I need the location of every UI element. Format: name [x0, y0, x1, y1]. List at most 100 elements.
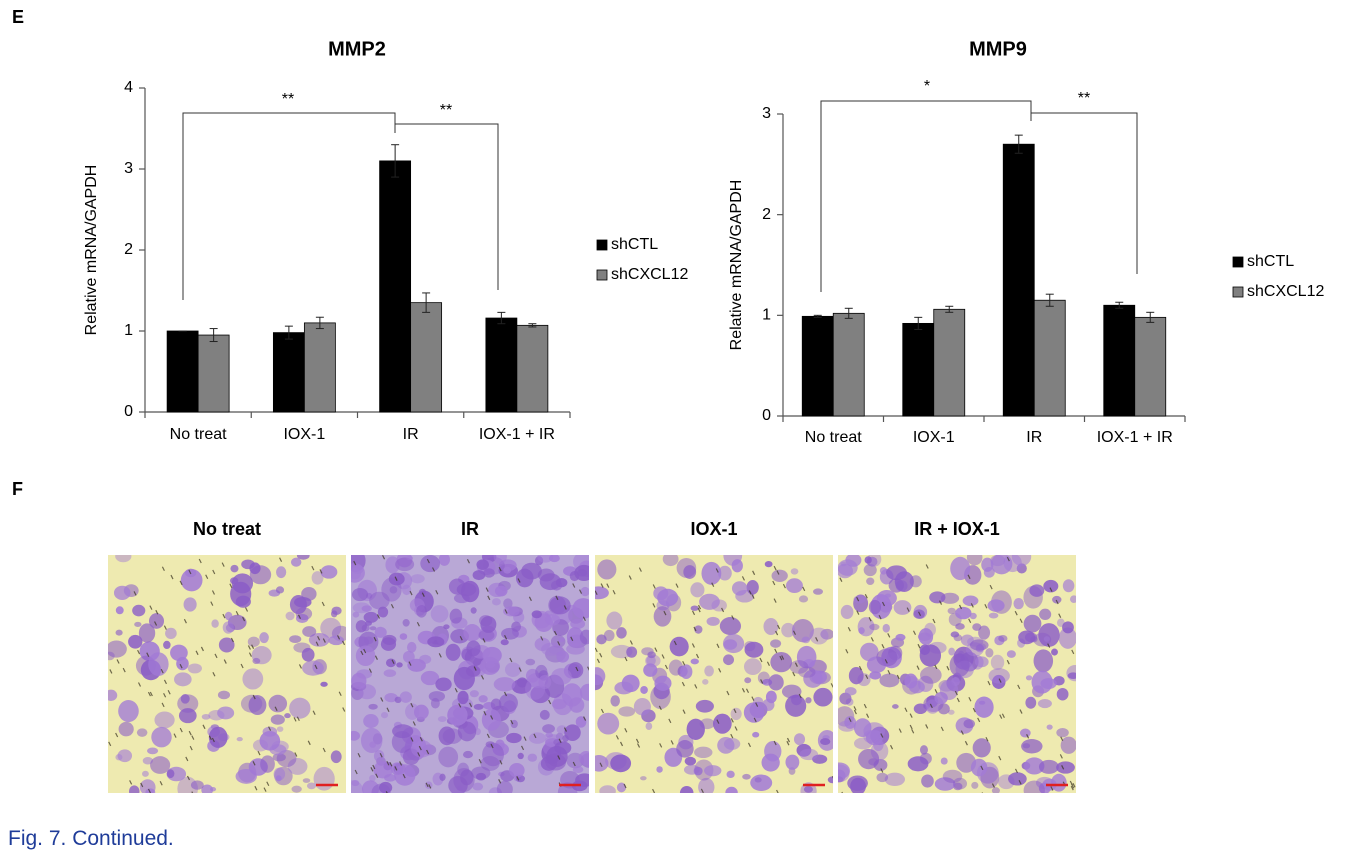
error-bar: [1045, 293, 1054, 307]
cell: [962, 595, 979, 607]
cell: [698, 777, 715, 793]
cell: [580, 586, 589, 597]
cell: [252, 657, 261, 665]
pore: [426, 558, 430, 564]
pore: [792, 630, 797, 636]
pore: [363, 648, 367, 654]
cell: [934, 777, 956, 791]
cell: [498, 693, 518, 713]
bar: [1103, 304, 1136, 417]
cell: [974, 656, 989, 668]
cell: [744, 677, 752, 684]
bar: [933, 308, 966, 417]
pore: [389, 761, 393, 767]
pore: [482, 638, 486, 643]
cell: [610, 695, 620, 707]
pore: [579, 589, 583, 594]
cell: [937, 703, 950, 715]
pore: [999, 714, 1003, 719]
cell: [494, 585, 508, 597]
cell: [427, 636, 445, 648]
cell: [242, 668, 264, 690]
cell: [1021, 739, 1043, 754]
pore: [563, 727, 568, 732]
cell: [853, 595, 866, 604]
pore: [252, 761, 256, 766]
bracket: [820, 100, 1138, 292]
pore: [354, 769, 358, 775]
pore: [409, 590, 413, 596]
cell: [493, 555, 507, 565]
pore: [721, 607, 725, 613]
cell: [616, 627, 627, 639]
pore: [773, 740, 777, 746]
pore: [635, 738, 639, 744]
cell: [757, 671, 770, 685]
y-tick-label: 1: [762, 307, 771, 324]
cell: [351, 672, 367, 690]
cell: [595, 667, 606, 686]
pore: [619, 741, 624, 747]
cell: [858, 627, 865, 635]
cell: [396, 662, 403, 668]
pore: [1018, 779, 1022, 785]
pore: [638, 567, 642, 572]
pore: [1047, 643, 1051, 648]
pore: [730, 733, 734, 739]
pore: [745, 688, 750, 694]
cell: [413, 704, 429, 720]
pore: [504, 634, 508, 640]
cell: [128, 634, 143, 649]
cell: [686, 718, 705, 740]
cell: [1056, 727, 1069, 738]
pore: [410, 702, 414, 708]
pore: [137, 649, 141, 655]
cell: [385, 556, 400, 574]
pore: [248, 652, 252, 657]
pore: [878, 614, 882, 620]
cell: [798, 666, 816, 678]
cell: [1038, 759, 1059, 774]
pore: [970, 603, 974, 608]
cell: [369, 741, 377, 748]
cell: [129, 785, 140, 793]
pore: [315, 641, 319, 647]
cell: [950, 556, 971, 581]
cell: [606, 611, 623, 630]
cell: [550, 580, 563, 591]
pore: [373, 636, 377, 642]
pore: [155, 609, 159, 615]
cell: [178, 708, 197, 724]
pore: [490, 743, 494, 749]
cell: [1069, 595, 1076, 604]
pore: [214, 653, 218, 659]
pore: [191, 791, 194, 793]
pore: [898, 728, 902, 733]
cell: [472, 782, 484, 791]
pore: [1055, 599, 1059, 605]
cell: [471, 766, 491, 780]
pore: [298, 664, 303, 669]
cell: [876, 772, 889, 783]
pore: [421, 592, 425, 597]
pore: [675, 583, 679, 588]
pore: [1006, 556, 1010, 562]
pore: [786, 740, 790, 746]
cell: [275, 775, 282, 782]
pore: [858, 665, 862, 671]
pore: [673, 640, 677, 646]
cell: [503, 606, 520, 617]
pore: [1049, 587, 1053, 592]
cell: [320, 565, 338, 579]
pore: [321, 601, 325, 607]
cell: [150, 756, 171, 774]
bar: [485, 317, 518, 413]
cell: [827, 776, 833, 784]
pore: [499, 760, 503, 765]
pore: [254, 785, 258, 791]
pore: [251, 644, 255, 649]
pore: [509, 657, 513, 663]
cell: [574, 564, 589, 582]
cell: [713, 713, 732, 734]
